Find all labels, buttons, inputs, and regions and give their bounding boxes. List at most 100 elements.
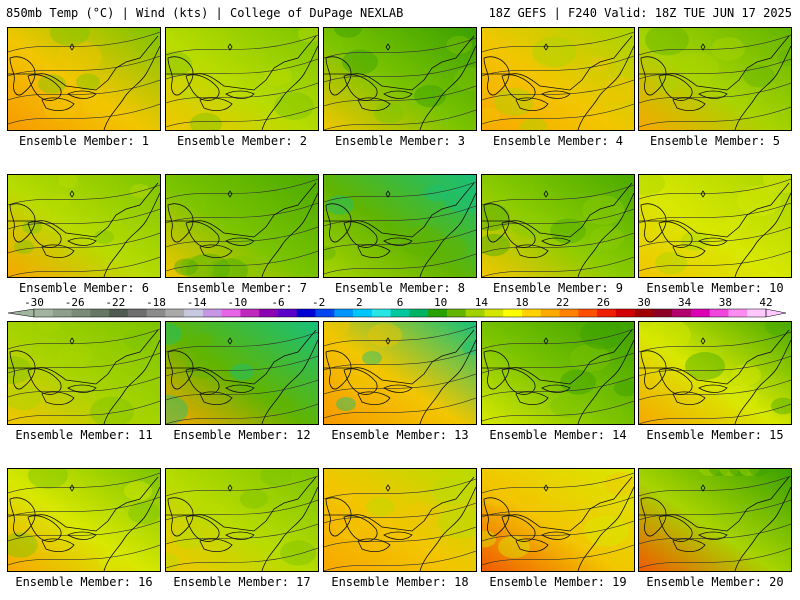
station-marker [385, 337, 391, 345]
colorbar-swatch [728, 309, 748, 317]
colorbar-swatch [202, 309, 222, 317]
temperature-field-map [166, 28, 318, 130]
temperature-patch [743, 64, 775, 88]
great-lakes-outline [483, 56, 510, 96]
temperature-patch [584, 515, 628, 547]
temperature-patch [366, 497, 394, 517]
colorbar-swatch [278, 309, 298, 317]
ensemble-member-label: Ensemble Member: 8 [334, 281, 466, 295]
great-lakes-outline [9, 350, 36, 390]
great-lakes-outline [41, 538, 75, 553]
temperature-patch [124, 481, 152, 501]
great-lakes-outline [225, 90, 255, 99]
colorbar-swatch [127, 309, 147, 317]
run-valid-time: 18Z GEFS | F240 Valid: 18Z TUE JUN 17 20… [488, 6, 792, 20]
temperature-colorbar: -30 -26 -22 -18 -14 -10 -6 -2 2 6 10 14 18 22 26 30 34 38… [7, 296, 787, 318]
contour-line [324, 229, 476, 251]
colorbar-tick-label: 26 [597, 296, 610, 309]
contour-line [166, 106, 318, 128]
temperature-field-map [166, 469, 318, 571]
great-lakes-outline [9, 203, 36, 243]
colorbar-swatch [428, 309, 448, 317]
temperature-patch [432, 477, 472, 505]
temperature-patch [166, 394, 188, 424]
ensemble-member-label: Ensemble Member: 1 [18, 134, 150, 148]
border-outline [8, 476, 159, 532]
temperature-patch [446, 35, 472, 55]
colorbar-tick-label: 2 [356, 296, 363, 309]
contour-line [166, 379, 318, 401]
colorbar-swatch [597, 309, 617, 317]
great-lakes-outline [658, 515, 693, 542]
contour-line [639, 523, 791, 545]
contour-line [8, 103, 160, 125]
great-lakes-outline [640, 56, 667, 96]
ensemble-map-panel [638, 468, 792, 572]
colorbar-swatch [296, 309, 316, 317]
ensemble-map-panel [165, 468, 319, 572]
great-lakes-outline [357, 97, 391, 112]
temperature-patch [14, 240, 34, 254]
station-marker [385, 190, 391, 198]
colorbar-tick-label: -14 [187, 296, 207, 309]
great-lakes-outline [41, 244, 75, 259]
great-lakes-outline [343, 515, 378, 542]
temperature-shading [324, 175, 476, 277]
colorbar-swatch [559, 309, 579, 317]
great-lakes-outline [672, 97, 706, 112]
border-outline [261, 486, 318, 571]
temperature-shading [482, 322, 634, 424]
contour-line [8, 376, 160, 398]
great-lakes-outline [658, 74, 693, 101]
great-lakes-outline [9, 56, 36, 96]
station-marker [700, 43, 706, 51]
temperature-shading [166, 469, 318, 571]
great-lakes-outline [167, 497, 194, 537]
border-outline [482, 35, 633, 91]
temperature-patch [570, 344, 610, 372]
temperature-patch [510, 210, 548, 238]
colorbar-tick-label: 6 [397, 296, 404, 309]
temperature-field-map [482, 469, 634, 571]
contour-line [639, 226, 791, 248]
temperature-patch [645, 322, 691, 352]
great-lakes-outline [640, 497, 667, 537]
contour-line [324, 502, 476, 524]
temperature-patch [771, 397, 791, 415]
border-outline [261, 45, 318, 130]
temperature-field-map [324, 469, 476, 571]
temperature-patch [206, 260, 232, 277]
contour-line [324, 85, 476, 107]
border-outline [734, 339, 791, 424]
great-lakes-outline [541, 531, 571, 540]
temperature-patch [582, 195, 624, 225]
great-lakes-outline [357, 538, 391, 553]
temperature-patch [709, 469, 729, 476]
temperature-patch [174, 258, 198, 276]
temperature-patch [98, 552, 122, 570]
colorbar-outline [33, 308, 767, 318]
temperature-patch [56, 40, 102, 74]
contour-line [482, 31, 634, 53]
temperature-patch [166, 322, 182, 346]
contour-line [8, 31, 160, 53]
great-lakes-outline [515, 391, 549, 406]
temperature-patch [655, 251, 687, 275]
colorbar-tick-label: -6 [271, 296, 284, 309]
station-marker [543, 43, 549, 51]
temperature-patch [550, 218, 586, 244]
colorbar-swatch [409, 309, 429, 317]
border-outline [261, 339, 318, 424]
great-lakes-outline [325, 497, 352, 537]
temperature-shading [482, 469, 634, 571]
great-lakes-outline [672, 538, 706, 553]
temperature-patch [719, 469, 739, 476]
colorbar-swatch [165, 309, 185, 317]
temperature-patch [240, 489, 268, 509]
station-marker [543, 337, 549, 345]
contour-line [482, 496, 634, 518]
great-lakes-outline [541, 90, 571, 99]
temperature-patch [580, 322, 624, 350]
great-lakes-outline [343, 368, 378, 395]
temperature-patch [368, 323, 402, 347]
